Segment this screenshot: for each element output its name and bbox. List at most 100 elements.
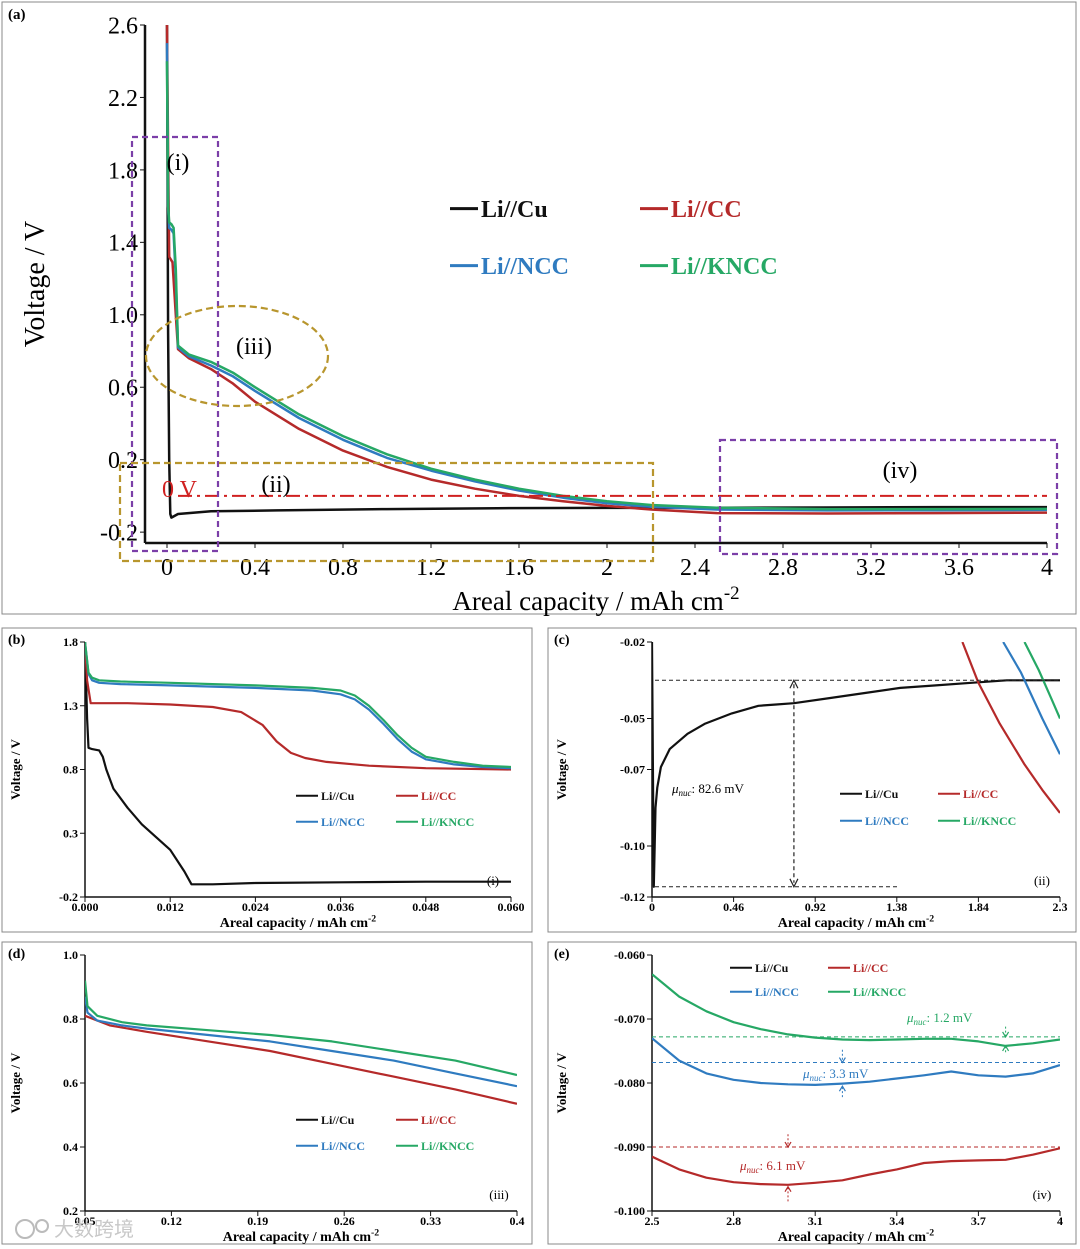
y-tick-label: -0.080 [614, 1076, 645, 1090]
x-tick-label: 0.05 [75, 1214, 96, 1228]
legend-item-ncc: Li//NCC [730, 985, 799, 999]
legend-item-ncc: Li//NCC [296, 815, 365, 829]
x-tick-label: 0.4 [510, 1214, 525, 1228]
x-tick-label: 1.38 [886, 900, 907, 914]
y-tick-label: 1.4 [108, 231, 138, 257]
series-line-kncc [165, 61, 1047, 511]
series-line-cc [652, 1147, 1060, 1186]
y-tick-label: -0.05 [620, 712, 645, 726]
y-tick-label: -0.07 [620, 763, 645, 777]
legend-label: Li//KNCC [421, 1139, 474, 1153]
region-iv-box [718, 438, 1059, 556]
legend-item-cc: Li//CC [938, 787, 998, 801]
legend-label: Li//CC [421, 789, 456, 803]
series-line-cc [85, 1014, 517, 1105]
x-tick-label: 0.8 [328, 555, 358, 581]
y-tick-label: 1.8 [108, 158, 138, 184]
series-line-kncc [85, 980, 517, 1077]
series-group [652, 973, 1060, 1186]
region-i-box [130, 135, 220, 553]
y-tick-label: 0.3 [63, 826, 78, 840]
arrow-down-icon [1002, 1031, 1010, 1039]
corner-label: (i) [487, 873, 499, 888]
legend-label: Li//Cu [481, 197, 548, 223]
arrow-down-icon [789, 878, 799, 889]
legend-label: Li//Cu [321, 1113, 355, 1127]
y-tick-label: -0.2 [59, 890, 78, 904]
y-tick-label: 0.8 [63, 1012, 78, 1026]
x-tick-label: 2.5 [645, 1214, 660, 1228]
legend-label: Li//NCC [755, 985, 799, 999]
legend-label: Li//NCC [481, 254, 569, 280]
arrow-down-icon [838, 1057, 846, 1064]
x-tick-label: 0.036 [327, 900, 354, 914]
x-axis-label: Areal capacity / mAh cm-2 [223, 1227, 380, 1245]
region-iii-ellipse [144, 304, 330, 408]
legend-label: Li//KNCC [963, 814, 1016, 828]
legend-label: Li//CC [421, 1113, 456, 1127]
panel-label: (a) [8, 7, 26, 23]
x-tick-label: 2.3 [1053, 900, 1068, 914]
y-tick-label: 0.2 [108, 448, 138, 474]
arrow-up-icon [1002, 1044, 1010, 1052]
x-tick-label: 3.1 [808, 1214, 823, 1228]
x-tick-label: 1.84 [968, 900, 989, 914]
x-axis-label: Areal capacity / mAh cm-2 [452, 583, 739, 616]
series-line-cc [961, 642, 1060, 814]
y-tick-label: 0.6 [63, 1076, 78, 1090]
legend-item-cc: Li//CC [640, 197, 742, 223]
series-line-ncc [1002, 642, 1060, 755]
series-line-ncc [652, 1037, 1060, 1086]
series-line-ncc [85, 996, 517, 1088]
panel-frame [1, 941, 533, 1245]
legend-label: Li//KNCC [421, 815, 474, 829]
x-tick-label: 0.4 [240, 555, 270, 581]
series-line-kncc [652, 973, 1060, 1047]
legend-item-cc: Li//CC [828, 961, 888, 975]
y-tick-label: 2.2 [108, 86, 138, 112]
x-axis-label: Areal capacity / mAh cm-2 [778, 913, 935, 931]
x-axis-label: Areal capacity / mAh cm-2 [778, 1227, 935, 1245]
legend-item-cu: Li//Cu [730, 961, 789, 975]
legend-label: Li//NCC [321, 1139, 365, 1153]
nucleation-overpotential-label: μnuc: 82.6 mV [671, 781, 745, 798]
x-tick-label: 2.8 [726, 1214, 741, 1228]
arrow-up-icon [784, 1185, 792, 1192]
series-line-kncc [1023, 642, 1060, 719]
panel-label: (b) [8, 633, 25, 648]
y-tick-label: -0.12 [620, 890, 645, 904]
y-tick-label: -0.060 [614, 948, 645, 962]
legend-item-ncc: Li//NCC [840, 814, 909, 828]
y-tick-label: 0.6 [108, 376, 138, 402]
corner-label: (iii) [489, 1187, 509, 1202]
y-tick-label: 1.8 [63, 635, 78, 649]
region-i-label: (i) [167, 150, 190, 176]
series-group [652, 642, 1060, 888]
legend-label: Li//CC [671, 197, 742, 223]
y-tick-label: 1.3 [63, 699, 78, 713]
legend-item-kncc: Li//KNCC [828, 985, 906, 999]
y-axis-label: Voltage / V [554, 739, 569, 800]
x-tick-label: 0.024 [242, 900, 269, 914]
chart-panel-e: -0.100 -0.090 -0.080 -0.070 -0.060 2.5 2.8 3.1 3… [547, 941, 1077, 1245]
legend-item-cu: Li//Cu [450, 197, 548, 223]
region-iv-label: (iv) [883, 458, 918, 484]
nucleation-label-kncc: μnuc: 1.2 mV [906, 1010, 973, 1027]
legend-label: Li//Cu [865, 787, 899, 801]
x-tick-label: 0.000 [72, 900, 99, 914]
y-tick-label: 2.6 [108, 13, 138, 39]
x-axis-label: Areal capacity / mAh cm-2 [220, 913, 377, 931]
y-axis-label: Voltage / V [8, 1052, 23, 1113]
x-tick-label: 4 [1057, 1214, 1063, 1228]
y-tick-label: 1.0 [108, 303, 138, 329]
legend-item-cu: Li//Cu [296, 1113, 355, 1127]
series-line-ncc [85, 642, 511, 770]
x-tick-label: 2.8 [768, 555, 798, 581]
zero-volt-label: 0 V [162, 477, 198, 503]
x-tick-label: 0.19 [247, 1214, 268, 1228]
x-tick-label: 2 [601, 555, 613, 581]
legend-label: Li//NCC [321, 815, 365, 829]
watermark-text: 大数跨境 [54, 1218, 134, 1241]
region-ii-label: (ii) [261, 472, 290, 498]
